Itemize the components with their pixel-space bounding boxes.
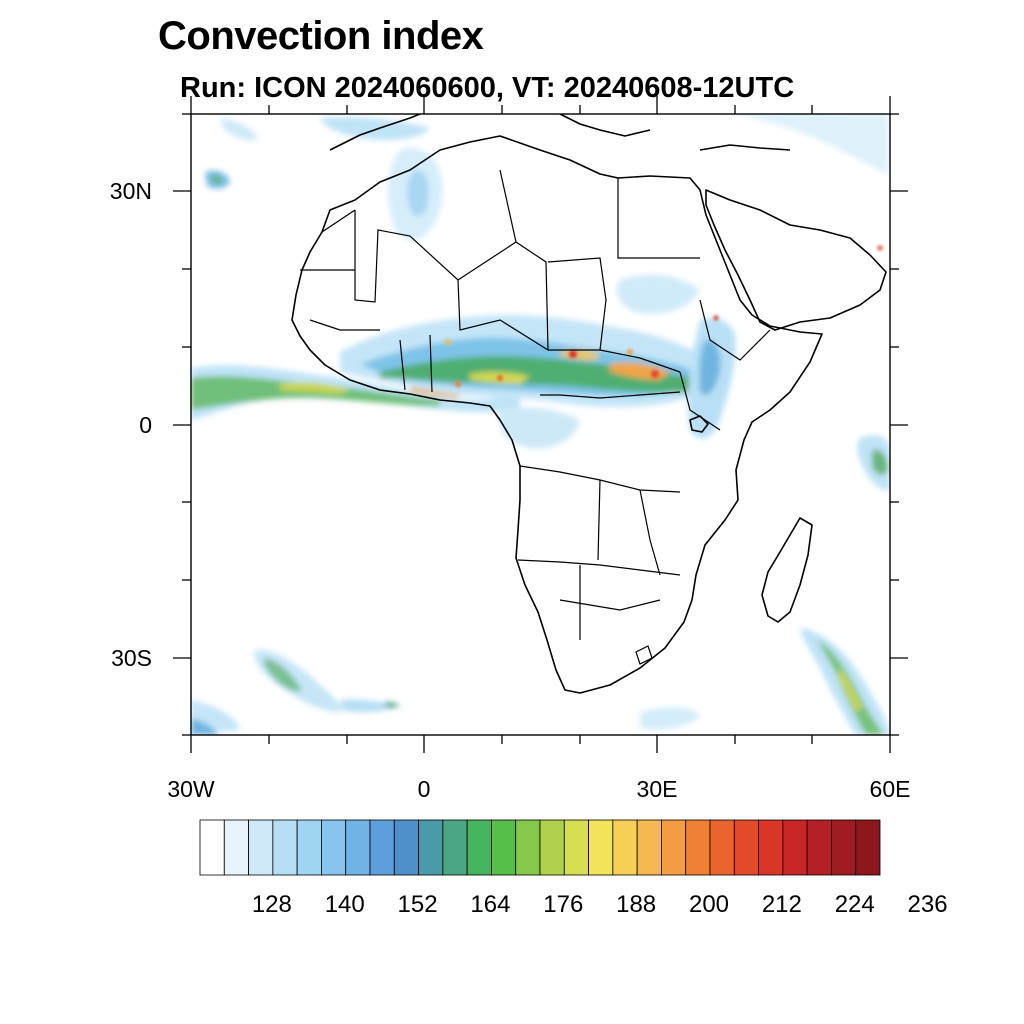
colorbar-labels: 128 140 152 164 176 188 200 212 224 236 [252,891,948,918]
colorbar-label: 176 [543,891,583,918]
colorbar-swatch [831,819,857,876]
lon-label: 30W [167,776,215,802]
colorbar-swatch [248,819,274,876]
colorbar-label: 128 [252,891,292,918]
country-borders [300,169,771,665]
axis-ticks [173,96,908,753]
colorbar-swatch [491,819,517,876]
lat-label: 30S [111,645,152,671]
colorbar-swatch [709,819,735,876]
colorbar-swatch [418,819,444,876]
colorbar-swatch [393,819,419,876]
colorbar-swatch [296,819,322,876]
colorbar-swatch [563,819,589,876]
coastlines [291,114,887,694]
colorbar-swatch [612,819,638,876]
colorbar-swatch [855,819,881,876]
colorbar [199,819,881,876]
colorbar-swatch [661,819,687,876]
lon-label: 60E [870,776,911,802]
colorbar-swatch [685,819,711,876]
colorbar-swatch [758,819,784,876]
colorbar-label: 236 [908,891,948,918]
colorbar-swatch [442,819,468,876]
colorbar-swatch [369,819,395,876]
colorbar-swatch [321,819,347,876]
colorbar-swatch [588,819,614,876]
colorbar-label: 164 [470,891,510,918]
colorbar-swatch [345,819,371,876]
map-title: Convection index [158,14,484,58]
colorbar-label: 188 [616,891,656,918]
colorbar-swatch [539,819,565,876]
colorbar-swatch [199,819,225,876]
map-subtitle: Run: ICON 2024060600, VT: 20240608-12UTC [180,72,795,104]
colorbar-label: 152 [398,891,438,918]
colorbar-label: 140 [325,891,365,918]
lon-label: 30E [637,776,678,802]
colorbar-swatch [515,819,541,876]
colorbar-label: 224 [835,891,875,918]
colorbar-swatch [466,819,492,876]
colorbar-swatch [733,819,759,876]
lat-label: 30N [110,178,152,204]
colorbar-swatch [223,819,249,876]
colorbar-label: 212 [762,891,802,918]
colorbar-swatch [636,819,662,876]
colorbar-swatch [272,819,298,876]
colorbar-label: 200 [689,891,729,918]
colorbar-swatch [806,819,832,876]
colorbar-swatch [782,819,808,876]
convection-field [191,114,890,735]
lon-label: 0 [418,776,431,802]
lat-label: 0 [139,412,152,438]
